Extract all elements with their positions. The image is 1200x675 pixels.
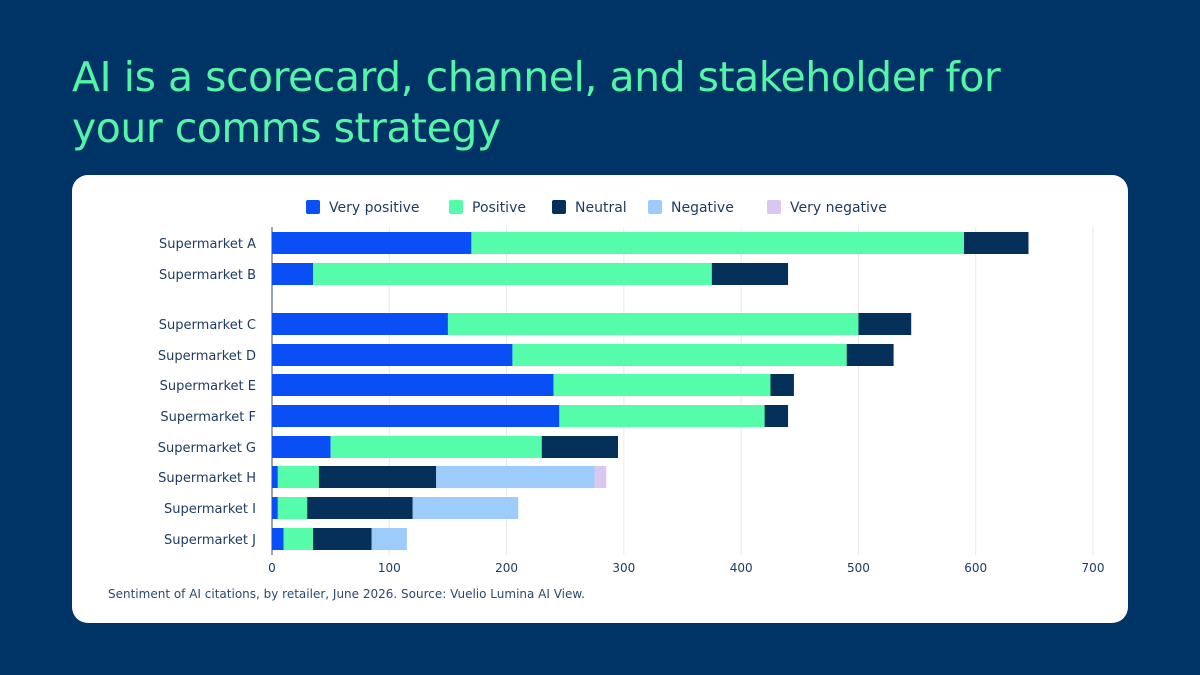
bar-segment-neutral: [858, 313, 912, 335]
bar-segment-neutral: [313, 528, 372, 550]
bar-segment-negative: [436, 466, 595, 488]
legend-label: Very positive: [329, 200, 420, 216]
bar-segment-negative: [371, 528, 407, 550]
x-tick-label: 0: [268, 561, 276, 575]
bar-segment-very-positive: [272, 344, 513, 366]
legend-label: Negative: [671, 200, 734, 216]
bar-segment-very-positive: [272, 528, 284, 550]
bar-segment-very-negative: [594, 466, 607, 488]
bar-segment-positive: [447, 313, 859, 335]
stacked-bar-chart: Supermarket A Supermarket B Supermarket C S…: [158, 200, 1104, 575]
bar-segment-very-positive: [272, 313, 448, 335]
x-tick-label: 100: [378, 561, 401, 575]
category-label: Supermarket B: [159, 268, 256, 283]
legend-swatch: [648, 200, 662, 214]
legend-swatch: [552, 200, 566, 214]
bar-segment-positive: [313, 263, 712, 285]
x-tick-label: 600: [964, 561, 987, 575]
category-label: Supermarket J: [164, 533, 256, 548]
x-tick-label: 200: [495, 561, 518, 575]
x-tick-label: 700: [1082, 561, 1105, 575]
x-tick-label: 300: [612, 561, 635, 575]
bars: [272, 232, 1029, 550]
bar-segment-neutral: [307, 497, 413, 519]
headline: AI is a scorecard, channel, and stakehol…: [72, 53, 1001, 152]
category-label: Supermarket H: [158, 471, 256, 486]
bar-segment-neutral: [541, 436, 618, 458]
legend-label: Very negative: [790, 200, 887, 216]
x-tick-label: 500: [847, 561, 870, 575]
category-label: Supermarket G: [158, 441, 256, 456]
bar-segment-very-positive: [272, 405, 560, 427]
bar-segment-positive: [283, 528, 314, 550]
x-tick-label: 400: [730, 561, 753, 575]
bar-segment-very-positive: [272, 497, 278, 519]
category-label: Supermarket E: [160, 379, 256, 394]
bar-segment-neutral: [846, 344, 894, 366]
category-label: Supermarket A: [159, 237, 256, 252]
category-label: Supermarket C: [159, 318, 256, 333]
tick-labels: 0 100 200 300 400 500 600 700: [268, 561, 1104, 575]
bar-segment-positive: [277, 466, 319, 488]
bar-segment-very-positive: [272, 466, 278, 488]
category-label: Supermarket I: [164, 502, 256, 517]
legend: Very positive Positive Neutral Negative Very…: [306, 200, 887, 216]
bar-segment-positive: [559, 405, 765, 427]
bar-segment-neutral: [764, 405, 789, 427]
bar-segment-very-positive: [272, 263, 314, 285]
bar-segment-neutral: [318, 466, 437, 488]
bar-segment-positive: [512, 344, 847, 366]
category-label: Supermarket D: [158, 349, 256, 364]
bar-segment-positive: [277, 497, 308, 519]
bar-segment-positive: [471, 232, 964, 254]
bar-segment-neutral: [711, 263, 789, 285]
legend-swatch: [306, 200, 320, 214]
bar-segment-positive: [330, 436, 542, 458]
bar-segment-very-positive: [272, 374, 554, 396]
bar-segment-negative: [412, 497, 519, 519]
bar-segment-positive: [553, 374, 771, 396]
caption: Sentiment of AI citations, by retailer, …: [108, 587, 585, 601]
category-labels: Supermarket A Supermarket B Supermarket C S…: [158, 237, 256, 548]
legend-label: Positive: [472, 200, 526, 216]
category-label: Supermarket F: [160, 410, 256, 425]
bar-segment-very-positive: [272, 232, 472, 254]
bar-segment-very-positive: [272, 436, 331, 458]
legend-swatch: [767, 200, 781, 214]
legend-label: Neutral: [575, 200, 627, 216]
bar-segment-neutral: [963, 232, 1029, 254]
chart-card: Supermarket A Supermarket B Supermarket C S…: [72, 175, 1128, 623]
bar-segment-neutral: [770, 374, 794, 396]
legend-swatch: [449, 200, 463, 214]
